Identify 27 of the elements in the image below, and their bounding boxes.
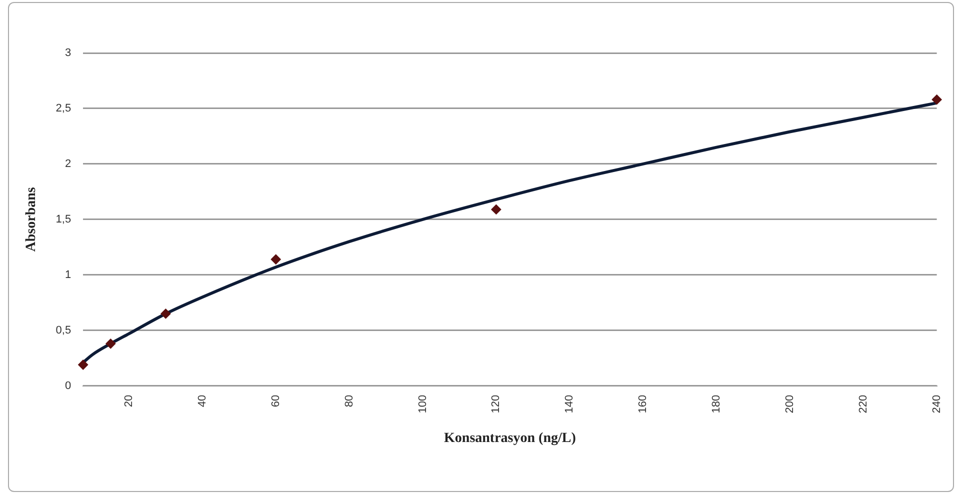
y-tick-label: 1 (64, 268, 72, 281)
x-tick-label: 200 (784, 394, 796, 414)
x-tick-label: 60 (270, 394, 282, 408)
point (270, 254, 281, 264)
y-tick-label: 2 (64, 158, 72, 170)
x-tick-label: 220 (857, 394, 870, 414)
point (106, 338, 116, 349)
y-tick-label: 3 (64, 47, 72, 60)
point (932, 94, 942, 105)
x-tick-label: 20 (123, 394, 136, 408)
point (491, 204, 502, 214)
x-tick-label: 40 (196, 394, 208, 408)
y-axis-title: Absorbans (24, 186, 40, 252)
x-tick-label: 160 (637, 394, 650, 414)
x-tick-label: 180 (710, 394, 723, 414)
x-axis-title: Konsantrasyon (ng/L) (444, 431, 576, 446)
y-tick-label: 0,5 (56, 324, 72, 336)
x-tick-label: 240 (930, 394, 943, 414)
x-tick-label: 120 (490, 394, 502, 414)
point (78, 360, 88, 370)
y-tick-label: 1,5 (56, 213, 72, 226)
x-tick-label: 100 (416, 394, 429, 414)
y-tick-label: 2,5 (56, 102, 72, 115)
point (160, 308, 171, 319)
y-tick-label: 0 (64, 380, 72, 392)
x-tick-label: 140 (564, 394, 576, 414)
x-tick-label: 80 (343, 394, 356, 408)
